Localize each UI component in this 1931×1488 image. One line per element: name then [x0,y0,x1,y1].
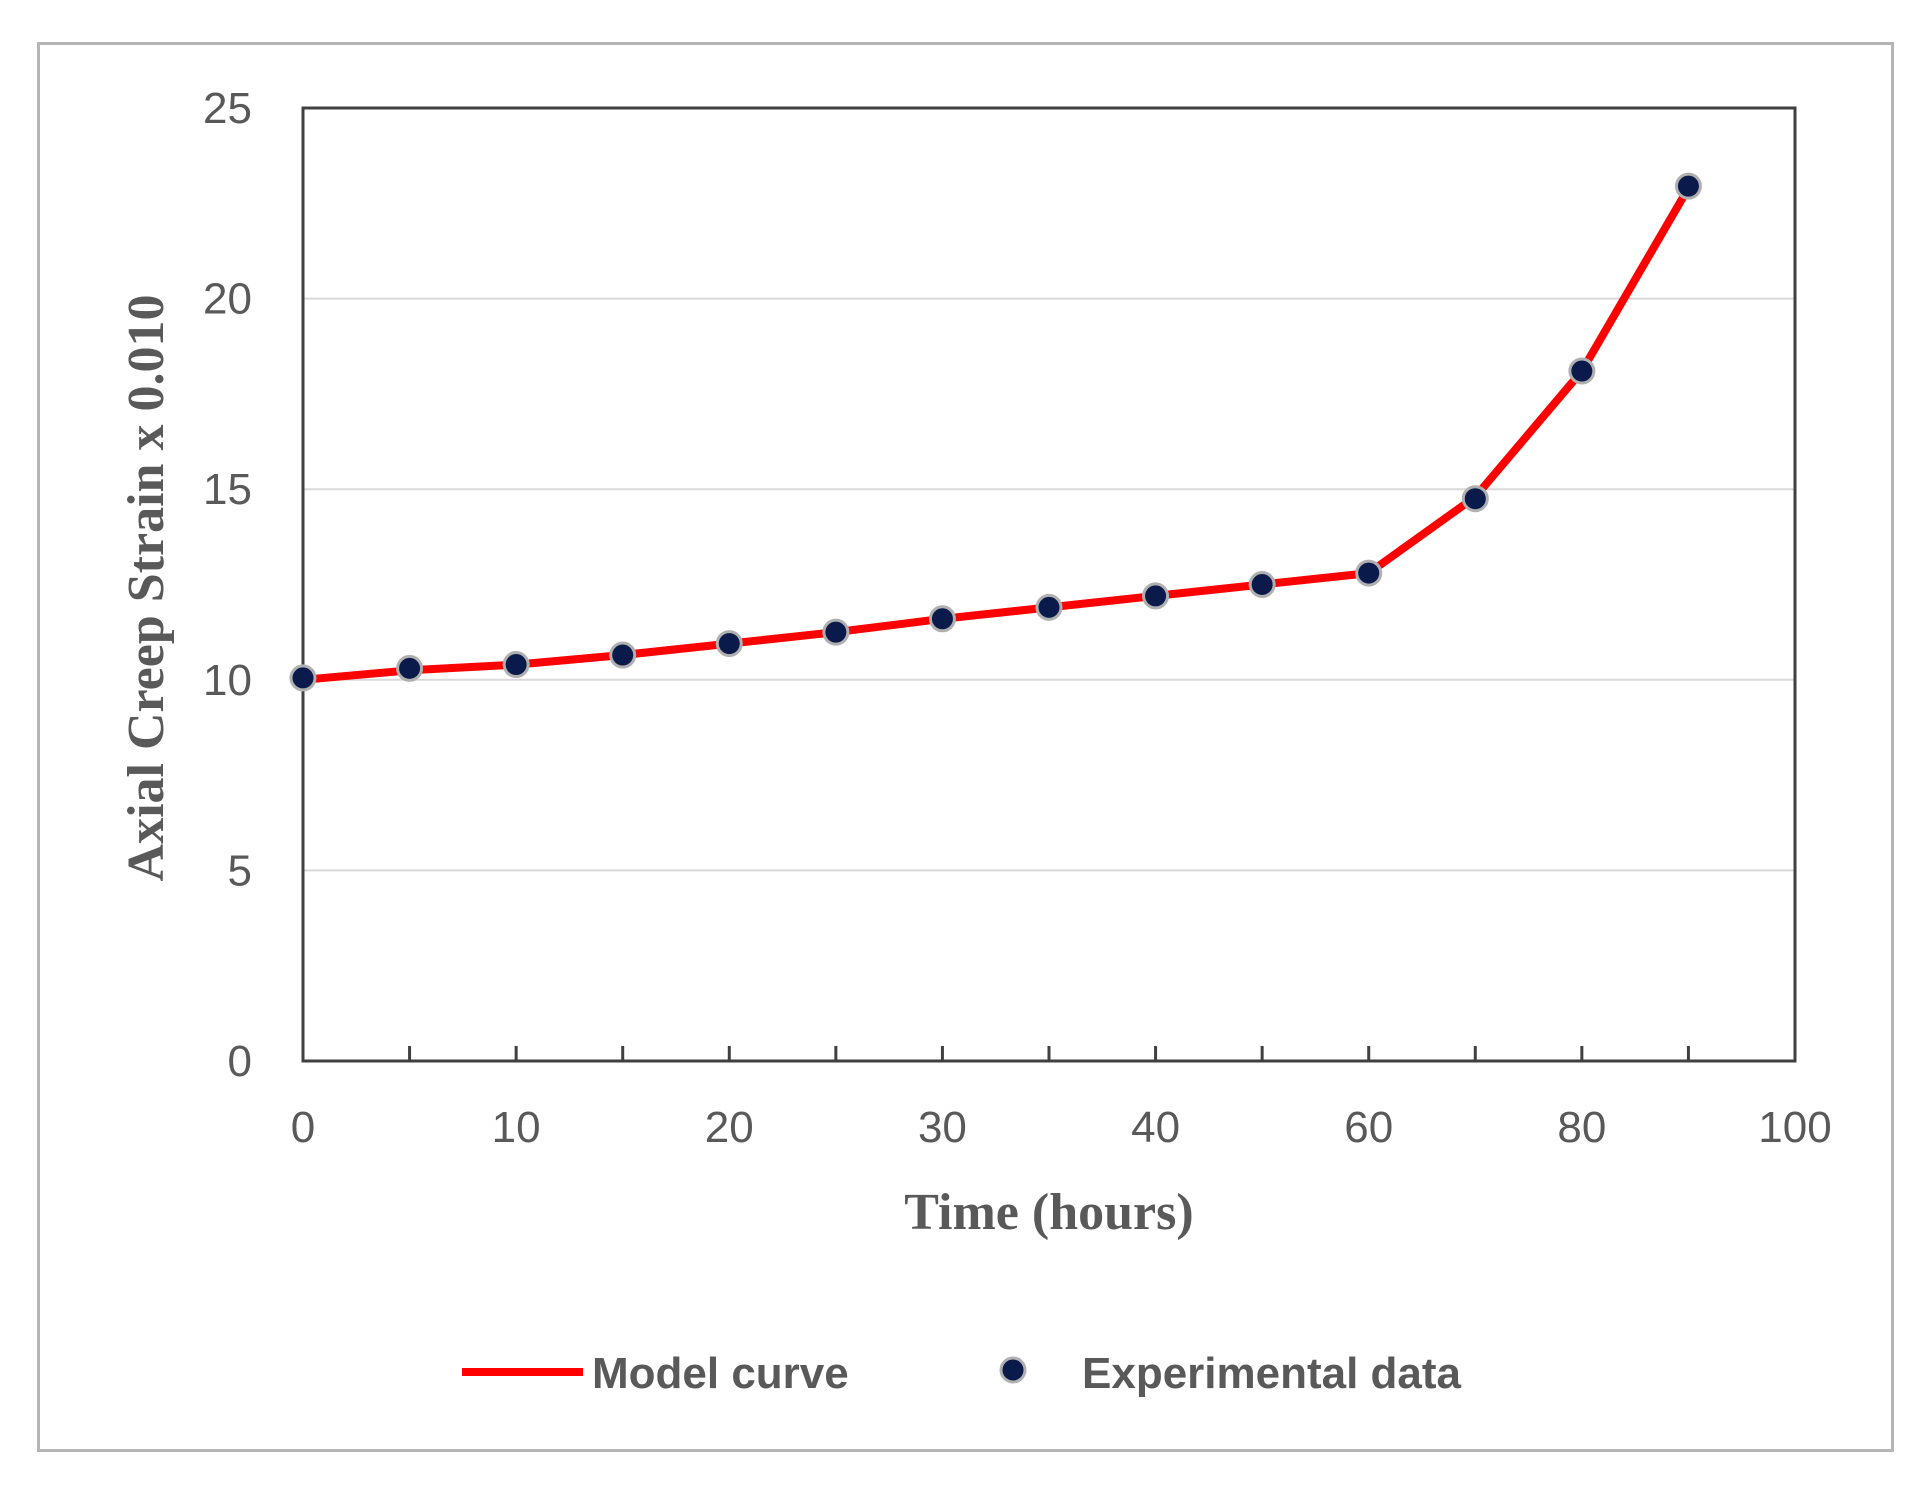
experimental-data-point [289,664,317,692]
experimental-data-point [502,651,530,679]
x-tick-label-0: 0 [291,1103,315,1152]
experimental-data-point [715,630,743,658]
x-axis-ticks [408,1046,1797,1061]
experimental-data-point [1461,485,1489,513]
y-tick-label-0: 0 [228,1037,252,1086]
x-tick-label-60: 60 [1344,1103,1393,1152]
x-tick-label-100: 100 [1758,1103,1831,1152]
x-tick-label-10: 10 [492,1103,541,1152]
experimental-data-point [1142,582,1170,610]
legend: Model curve Experimental data [462,1349,1462,1398]
gridlines [303,297,1795,872]
experimental-data-point [1355,559,1383,587]
plot-area-border [301,106,1797,1063]
legend-experimental-data-label: Experimental data [1082,1349,1462,1398]
y-tick-label-25: 25 [203,84,252,133]
experimental-data-point [1674,172,1702,200]
experimental-data-point [396,654,424,682]
legend-experimental-data-marker [999,1356,1027,1384]
legend-model-curve-label: Model curve [592,1349,849,1398]
y-tick-label-5: 5 [228,846,252,895]
y-tick-label-15: 15 [203,465,252,514]
x-axis-tick-labels: 0 10 20 30 40 60 80 100 [291,1103,1832,1152]
series-layer [289,172,1702,692]
figure-frame [37,42,1894,1452]
y-axis-tick-labels: 0 5 10 15 20 25 [203,84,252,1086]
experimental-data-point [1248,571,1276,598]
experimental-data-point [928,605,956,633]
x-tick-label-40: 40 [1131,1103,1180,1152]
y-tick-label-10: 10 [203,656,252,705]
experimental-data-point [1035,593,1063,621]
model-curve-line [299,184,1693,684]
x-axis-title: Time (hours) [904,1184,1193,1241]
x-tick-label-20: 20 [705,1103,754,1152]
y-axis-title: Axial Creep Strain x 0.010 [118,295,175,882]
x-tick-label-80: 80 [1557,1103,1606,1152]
experimental-data-point [609,641,637,669]
experimental-data-point [822,618,850,646]
x-tick-label-30: 30 [918,1103,967,1152]
y-tick-label-20: 20 [203,275,252,324]
experimental-data-point [1568,357,1596,385]
